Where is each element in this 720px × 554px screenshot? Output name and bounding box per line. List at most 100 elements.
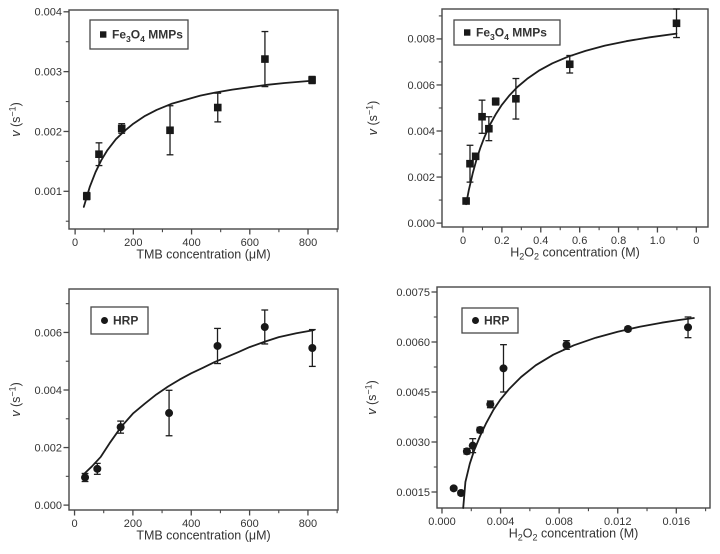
svg-text:0.004: 0.004 xyxy=(487,516,515,528)
data-marker-circle xyxy=(684,323,693,332)
svg-text:200: 200 xyxy=(124,518,142,530)
chart-svg-hrp-h2o2: 0.000 0.004 0.008 0.012 0.016 0.0015 0.0030 0.0… xyxy=(363,286,711,543)
legend-marker-square-icon xyxy=(464,29,471,36)
data-marker-square xyxy=(117,124,126,133)
y-axis: 0.001 0.002 0.003 0.004 xyxy=(34,7,69,222)
legend-label: HRP xyxy=(484,314,509,328)
data-marker-square xyxy=(261,55,269,63)
chart-svg-hrp-tmb: 0 200 400 600 800 0.000 0.002 0.004 0.006 TMB con… xyxy=(7,288,339,543)
data-marker-square xyxy=(485,124,493,133)
x-axis: 0 0.2 0.4 0.6 0.8 1.0 0 xyxy=(460,227,699,247)
legend-box xyxy=(461,307,519,334)
legend-marker-square-icon xyxy=(100,31,107,38)
svg-text:0.004: 0.004 xyxy=(407,126,435,138)
y-axis: 0.0015 0.0030 0.0045 0.0060 0.0075 xyxy=(396,287,437,499)
data-marker-square xyxy=(471,152,480,161)
plot-frame xyxy=(436,286,711,509)
data-marker-square xyxy=(672,19,681,28)
legend-marker-circle-icon xyxy=(101,317,108,324)
data-marker-circle xyxy=(81,473,90,482)
plot-frame xyxy=(441,8,709,228)
data-points xyxy=(462,8,681,205)
svg-text:0: 0 xyxy=(72,237,78,249)
chart-fe3o4-h2o2: 0 0.2 0.4 0.6 0.8 1.0 0 0.000 0.002 0.004 0.006 0.0… xyxy=(360,0,720,277)
svg-text:0.012: 0.012 xyxy=(604,516,632,528)
fit-curve xyxy=(82,79,315,208)
data-marker-square xyxy=(512,94,520,103)
data-marker-circle xyxy=(116,423,125,432)
chart-hrp-h2o2: 0.000 0.004 0.008 0.012 0.016 0.0015 0.0030 0.0… xyxy=(360,277,720,554)
data-marker-square xyxy=(82,192,91,200)
data-marker-circle xyxy=(457,489,466,497)
x-axis-label: H2O2 concentration (M) xyxy=(510,246,640,262)
data-marker-square xyxy=(565,60,574,69)
svg-text:600: 600 xyxy=(240,518,258,530)
data-marker-circle xyxy=(462,447,471,456)
svg-text:0.004: 0.004 xyxy=(34,7,62,19)
svg-text:0.002: 0.002 xyxy=(34,126,62,138)
svg-text:800: 800 xyxy=(299,518,317,530)
y-axis: 0.000 0.002 0.004 0.006 0.008 xyxy=(407,15,442,230)
svg-text:0.0015: 0.0015 xyxy=(396,487,430,499)
svg-text:0.0030: 0.0030 xyxy=(396,437,430,449)
svg-text:0.008: 0.008 xyxy=(407,34,435,46)
svg-text:400: 400 xyxy=(182,518,200,530)
svg-text:0.006: 0.006 xyxy=(407,80,435,92)
svg-text:0.006: 0.006 xyxy=(34,327,62,339)
svg-text:0.000: 0.000 xyxy=(407,218,435,230)
data-marker-circle xyxy=(449,484,458,493)
x-axis-label: H2O2 concentration (M) xyxy=(509,527,639,543)
svg-text:0.003: 0.003 xyxy=(34,66,62,78)
x-axis-label: TMB concentration (μM) xyxy=(136,248,270,262)
svg-text:0.0045: 0.0045 xyxy=(396,387,430,399)
x-axis: 0 200 400 600 800 xyxy=(71,510,338,530)
svg-text:0: 0 xyxy=(71,518,77,530)
svg-text:0.2: 0.2 xyxy=(494,235,509,247)
data-points xyxy=(449,316,693,497)
svg-text:0: 0 xyxy=(693,235,699,247)
fit-curve xyxy=(462,317,695,509)
data-marker-square xyxy=(478,112,486,121)
svg-text:0.002: 0.002 xyxy=(34,442,62,454)
data-marker-circle xyxy=(260,322,269,331)
data-points xyxy=(81,309,317,483)
svg-text:0.008: 0.008 xyxy=(545,516,573,528)
svg-text:1.0: 1.0 xyxy=(650,235,665,247)
data-marker-square xyxy=(491,97,500,106)
fit-curve xyxy=(465,32,678,206)
chart-svg-fe3o4-h2o2: 0 0.2 0.4 0.6 0.8 1.0 00.0000.0020.0040.0060.0… xyxy=(364,8,709,262)
data-marker-circle xyxy=(165,409,174,418)
svg-text:0.016: 0.016 xyxy=(663,516,691,528)
data-marker-square xyxy=(213,103,222,112)
plot-frame xyxy=(68,288,339,511)
svg-text:0.004: 0.004 xyxy=(34,385,62,397)
fit-curve xyxy=(82,329,315,476)
data-marker-square xyxy=(466,159,474,168)
svg-text:0.0060: 0.0060 xyxy=(396,337,430,349)
data-marker-circle xyxy=(308,343,317,352)
legend-marker-circle-icon xyxy=(472,317,479,324)
y-axis: 0.000 0.002 0.004 0.006 xyxy=(34,303,69,512)
svg-text:0.000: 0.000 xyxy=(34,500,62,512)
x-axis-label: TMB concentration (μM) xyxy=(136,529,270,543)
y-axis-label: v (s−1) xyxy=(7,102,23,137)
legend-label: HRP xyxy=(113,314,138,328)
plot-frame xyxy=(68,9,339,230)
data-marker-circle xyxy=(499,364,508,373)
svg-text:0.000: 0.000 xyxy=(428,516,456,528)
data-marker-circle xyxy=(623,325,632,333)
chart-hrp-tmb: 0 200 400 600 800 0.000 0.002 0.004 0.006 TMB con… xyxy=(0,277,360,554)
svg-text:0.8: 0.8 xyxy=(611,235,626,247)
legend-label: Fe3O4 MMPs xyxy=(476,26,547,42)
data-marker-square xyxy=(308,76,316,84)
svg-text:200: 200 xyxy=(124,237,142,249)
svg-text:0.001: 0.001 xyxy=(34,186,62,198)
svg-text:600: 600 xyxy=(241,237,259,249)
legend: Fe3O4 MMPs xyxy=(89,19,189,50)
svg-text:0.002: 0.002 xyxy=(407,172,435,184)
legend-box xyxy=(453,19,561,46)
svg-text:0.4: 0.4 xyxy=(533,235,548,247)
svg-text:0.6: 0.6 xyxy=(572,235,587,247)
data-marker-square xyxy=(166,126,174,135)
